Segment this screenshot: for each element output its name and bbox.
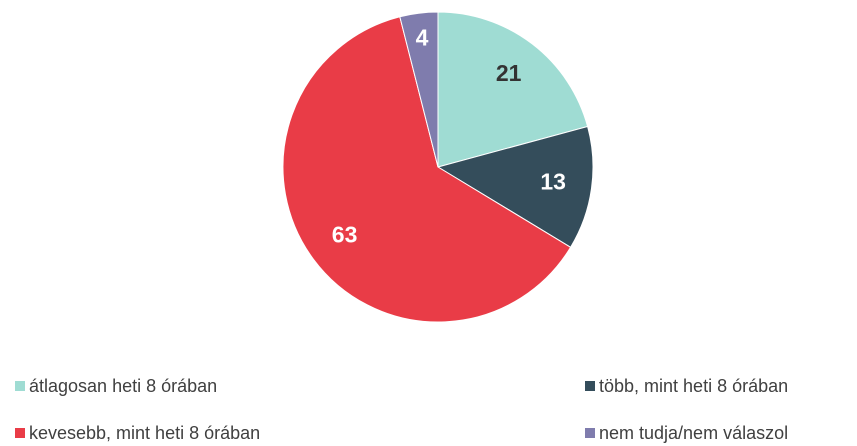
legend-swatch [585,381,595,391]
value-label: 13 [540,168,566,194]
pie-slice [399,11,439,168]
value-label: 63 [332,221,358,247]
legend-label: több, mint heti 8 órában [599,376,788,396]
legend-label: átlagosan heti 8 órában [29,376,217,396]
pie-slice [437,11,589,168]
pie-slice [436,125,594,248]
legend-swatch [15,428,25,438]
pie-slice [282,16,572,323]
value-label: 21 [496,60,522,86]
value-label: 4 [416,24,429,50]
legend-swatch [15,381,25,391]
legend-label: nem tudja/nem válaszol [599,423,788,443]
legend-swatch [585,428,595,438]
legend-label: kevesebb, mint heti 8 órában [29,423,260,443]
